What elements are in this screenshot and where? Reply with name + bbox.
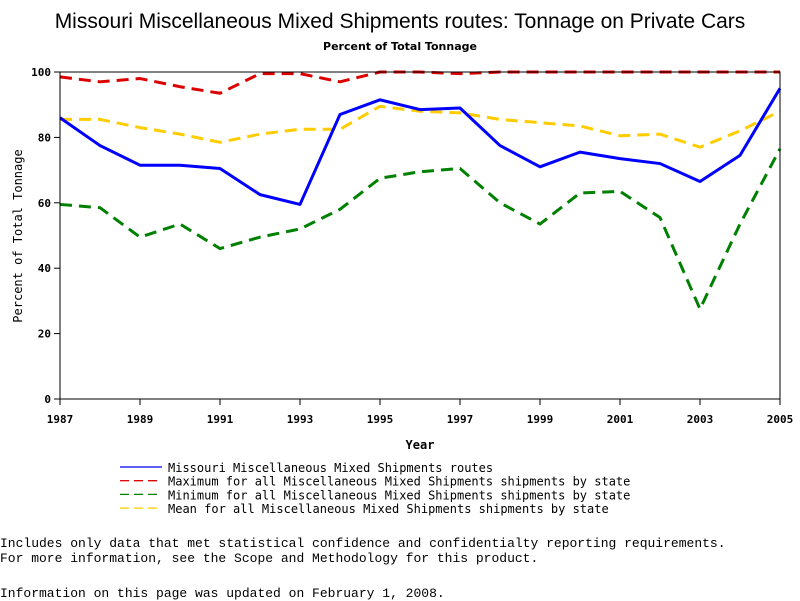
series-line-1 xyxy=(59,70,780,95)
x-tick-label: 1997 xyxy=(447,413,474,426)
update-notice: Information on this page was updated on … xyxy=(0,586,445,601)
x-tick-label: 2003 xyxy=(687,413,714,426)
footnote-line-2: For more information, see the Scope and … xyxy=(0,551,539,566)
y-tick-label: 40 xyxy=(38,262,51,275)
x-tick-label: 1987 xyxy=(47,413,74,426)
x-axis-label: Year xyxy=(406,438,435,452)
legend-label-1: Maximum for all Miscellaneous Mixed Ship… xyxy=(168,475,630,489)
y-tick-label: 80 xyxy=(38,131,51,144)
x-tick-label: 2001 xyxy=(607,413,634,426)
y-tick-label: 0 xyxy=(44,393,51,406)
legend-label-0: Missouri Miscellaneous Mixed Shipments r… xyxy=(168,461,493,475)
y-tick-label: 60 xyxy=(38,197,51,210)
chart-title: Missouri Miscellaneous Mixed Shipments r… xyxy=(55,10,746,33)
y-tick-label: 100 xyxy=(31,66,51,79)
y-tick-label: 20 xyxy=(38,328,51,341)
legend-label-2: Minimum for all Miscellaneous Mixed Ship… xyxy=(168,488,630,502)
x-tick-label: 1991 xyxy=(207,413,234,426)
series-line-2 xyxy=(59,148,782,311)
legend-label-3: Mean for all Miscellaneous Mixed Shipmen… xyxy=(168,502,609,516)
y-axis-label: Percent of Total Tonnage xyxy=(11,149,25,322)
x-tick-label: 1999 xyxy=(527,413,554,426)
footnote-line-1: Includes only data that met statistical … xyxy=(0,536,726,551)
x-tick-label: 2005 xyxy=(767,413,794,426)
chart-subtitle: Percent of Total Tonnage xyxy=(323,40,477,53)
x-tick-label: 1995 xyxy=(367,413,394,426)
footnote: Includes only data that met statistical … xyxy=(0,536,726,566)
x-tick-label: 1993 xyxy=(287,413,314,426)
plot-frame xyxy=(59,71,781,400)
series-line-0 xyxy=(59,87,782,206)
series-line-3 xyxy=(60,104,781,149)
x-tick-label: 1989 xyxy=(127,413,154,426)
